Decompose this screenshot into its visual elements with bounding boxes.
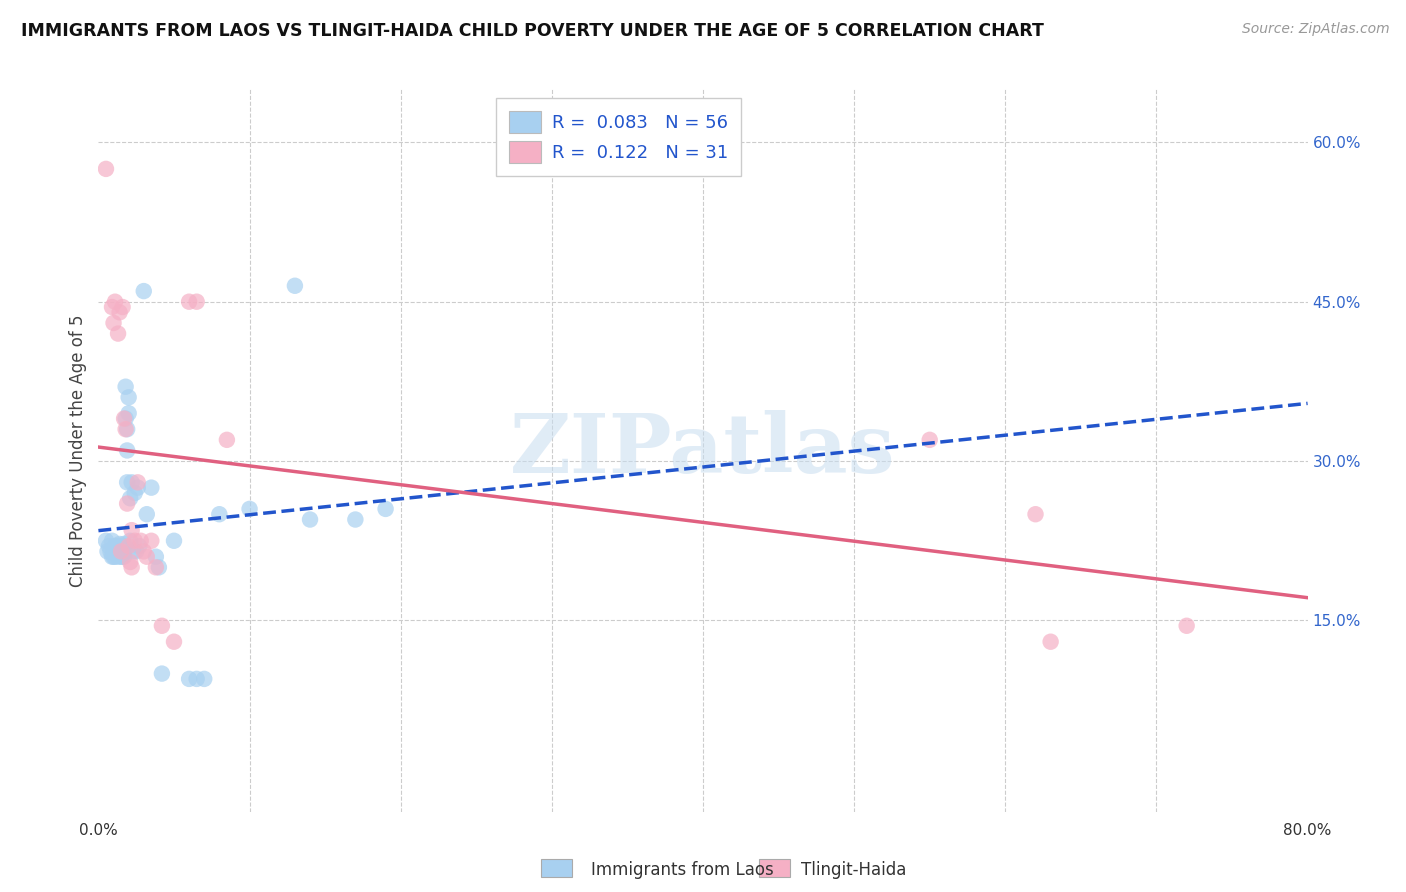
Point (124, 533, 146, 548)
Point (1039, 634, 1062, 648)
Point (186, 672, 208, 686)
Point (1024, 507, 1046, 521)
Point (110, 549, 132, 564)
Point (239, 502, 262, 516)
Text: Immigrants from Laos: Immigrants from Laos (591, 861, 773, 879)
Text: Tlingit-Haida: Tlingit-Haida (801, 861, 907, 879)
Point (135, 507, 157, 521)
Point (284, 278, 307, 293)
Point (208, 507, 231, 521)
Point (120, 533, 142, 548)
Point (104, 549, 127, 564)
Point (112, 411, 135, 425)
Point (101, 549, 124, 564)
Point (118, 539, 141, 553)
Point (122, 544, 145, 558)
Point (1175, 619, 1198, 633)
Point (918, 433, 941, 447)
Point (124, 486, 146, 500)
Point (299, 512, 322, 526)
Point (101, 533, 124, 548)
Point (107, 544, 129, 558)
Point (135, 549, 157, 564)
Point (110, 544, 132, 558)
Point (101, 300, 124, 314)
Text: ZIPatlas: ZIPatlas (510, 410, 896, 491)
Point (107, 326, 129, 341)
Point (108, 305, 131, 319)
Point (115, 443, 138, 458)
Point (374, 502, 396, 516)
Point (100, 544, 122, 558)
Point (94, 533, 117, 548)
Point (118, 406, 141, 420)
Point (132, 544, 155, 558)
Point (215, 433, 238, 447)
Text: Source: ZipAtlas.com: Source: ZipAtlas.com (1241, 22, 1389, 37)
Point (145, 560, 167, 574)
Point (141, 481, 163, 495)
Point (114, 380, 136, 394)
Point (104, 294, 127, 309)
Point (120, 491, 142, 506)
Point (114, 422, 136, 436)
Point (115, 497, 138, 511)
Point (125, 544, 148, 558)
Point (121, 560, 143, 574)
Point (112, 537, 135, 551)
Point (150, 666, 173, 681)
Point (179, 672, 201, 686)
Text: IMMIGRANTS FROM LAOS VS TLINGIT-HAIDA CHILD POVERTY UNDER THE AGE OF 5 CORRELATI: IMMIGRANTS FROM LAOS VS TLINGIT-HAIDA CH… (21, 22, 1045, 40)
Y-axis label: Child Poverty Under the Age of 5: Child Poverty Under the Age of 5 (69, 314, 87, 587)
Legend: R =  0.083   N = 56, R =  0.122   N = 31: R = 0.083 N = 56, R = 0.122 N = 31 (496, 98, 741, 176)
Point (112, 544, 135, 558)
Point (121, 475, 143, 490)
Point (112, 549, 135, 564)
Point (179, 294, 201, 309)
Point (120, 555, 142, 569)
Point (110, 544, 132, 558)
Point (145, 549, 167, 564)
Point (148, 560, 170, 574)
Point (127, 475, 149, 490)
Point (103, 316, 125, 330)
Point (105, 539, 128, 553)
Point (115, 422, 138, 436)
Point (193, 672, 215, 686)
Point (98, 539, 121, 553)
Point (129, 533, 152, 548)
Point (107, 539, 129, 553)
Point (103, 544, 125, 558)
Point (94, 161, 117, 176)
Point (150, 619, 173, 633)
Point (132, 284, 155, 298)
Point (163, 634, 186, 648)
Point (103, 549, 125, 564)
Point (111, 544, 134, 558)
Point (114, 411, 136, 425)
Point (163, 533, 186, 548)
Point (115, 475, 138, 490)
Point (118, 390, 141, 404)
Point (111, 539, 134, 553)
Point (107, 549, 129, 564)
Point (128, 539, 150, 553)
Point (111, 549, 134, 564)
Point (121, 523, 143, 537)
Point (186, 294, 208, 309)
Point (127, 481, 149, 495)
Point (104, 539, 127, 553)
Point (141, 533, 163, 548)
Point (108, 537, 131, 551)
Point (111, 300, 134, 314)
Point (96, 544, 118, 558)
Point (344, 512, 367, 526)
Point (105, 544, 128, 558)
Point (108, 544, 131, 558)
